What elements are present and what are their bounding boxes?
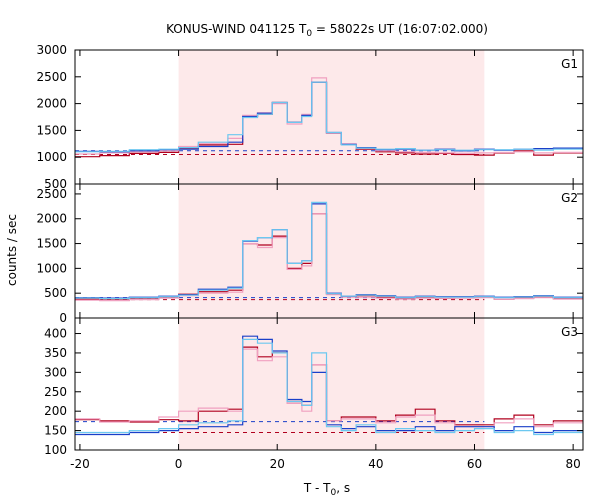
ytick-label-g2: 2500 <box>36 187 67 201</box>
xtick-label: 20 <box>270 457 285 471</box>
ytick-label-g1: 1500 <box>36 123 67 137</box>
ytick-label-g3: 250 <box>44 385 67 399</box>
highlight-regions <box>178 50 485 450</box>
ytick-label-g2: 1500 <box>36 237 67 251</box>
ytick-label-g1: 2500 <box>36 70 67 84</box>
ytick-label-g3: 200 <box>44 404 67 418</box>
ytick-label-g2: 1000 <box>36 261 67 275</box>
ytick-label-g3: 350 <box>44 346 67 360</box>
xtick-label: -20 <box>70 457 90 471</box>
ytick-label-g2: 500 <box>44 286 67 300</box>
series-g2-light-blue <box>75 201 583 300</box>
ytick-label-g3: 300 <box>44 365 67 379</box>
ytick-label-g1: 2000 <box>36 97 67 111</box>
series-g3-light-blue <box>75 338 583 436</box>
xtick-label: 40 <box>368 457 383 471</box>
x-axis-label: T - T0, s <box>303 481 350 498</box>
chart-title: KONUS-WIND 041125 T0 = 58022s UT (16:07:… <box>166 22 488 39</box>
ytick-label-g1: 500 <box>44 177 67 191</box>
light-curves <box>75 77 583 436</box>
ytick-label-g1: 1000 <box>36 150 67 164</box>
axis-ticks: 5001000150020002500300005001000150020002… <box>36 43 583 471</box>
xtick-label: 60 <box>467 457 482 471</box>
highlight-region-g3 <box>178 318 485 450</box>
panel-label-g1: G1 <box>561 57 578 71</box>
ytick-label-g3: 150 <box>44 424 67 438</box>
panel-frames: G1 G2 G3 <box>74 49 584 451</box>
ytick-label-g3: 100 <box>44 443 67 457</box>
panel-label-g3: G3 <box>561 325 578 339</box>
ytick-label-g2: 2000 <box>36 212 67 226</box>
panel-frame-g3 <box>74 317 584 451</box>
panel-label-g2: G2 <box>561 191 578 205</box>
ytick-label-g2: 0 <box>59 311 67 325</box>
ytick-label-g1: 3000 <box>36 43 67 57</box>
ytick-label-g3: 400 <box>44 327 67 341</box>
y-axis-label: counts / sec <box>5 214 19 286</box>
xtick-label: 0 <box>175 457 183 471</box>
highlight-region-g1 <box>178 50 485 184</box>
xtick-label: 80 <box>565 457 580 471</box>
series-g1-light-blue <box>75 81 583 153</box>
